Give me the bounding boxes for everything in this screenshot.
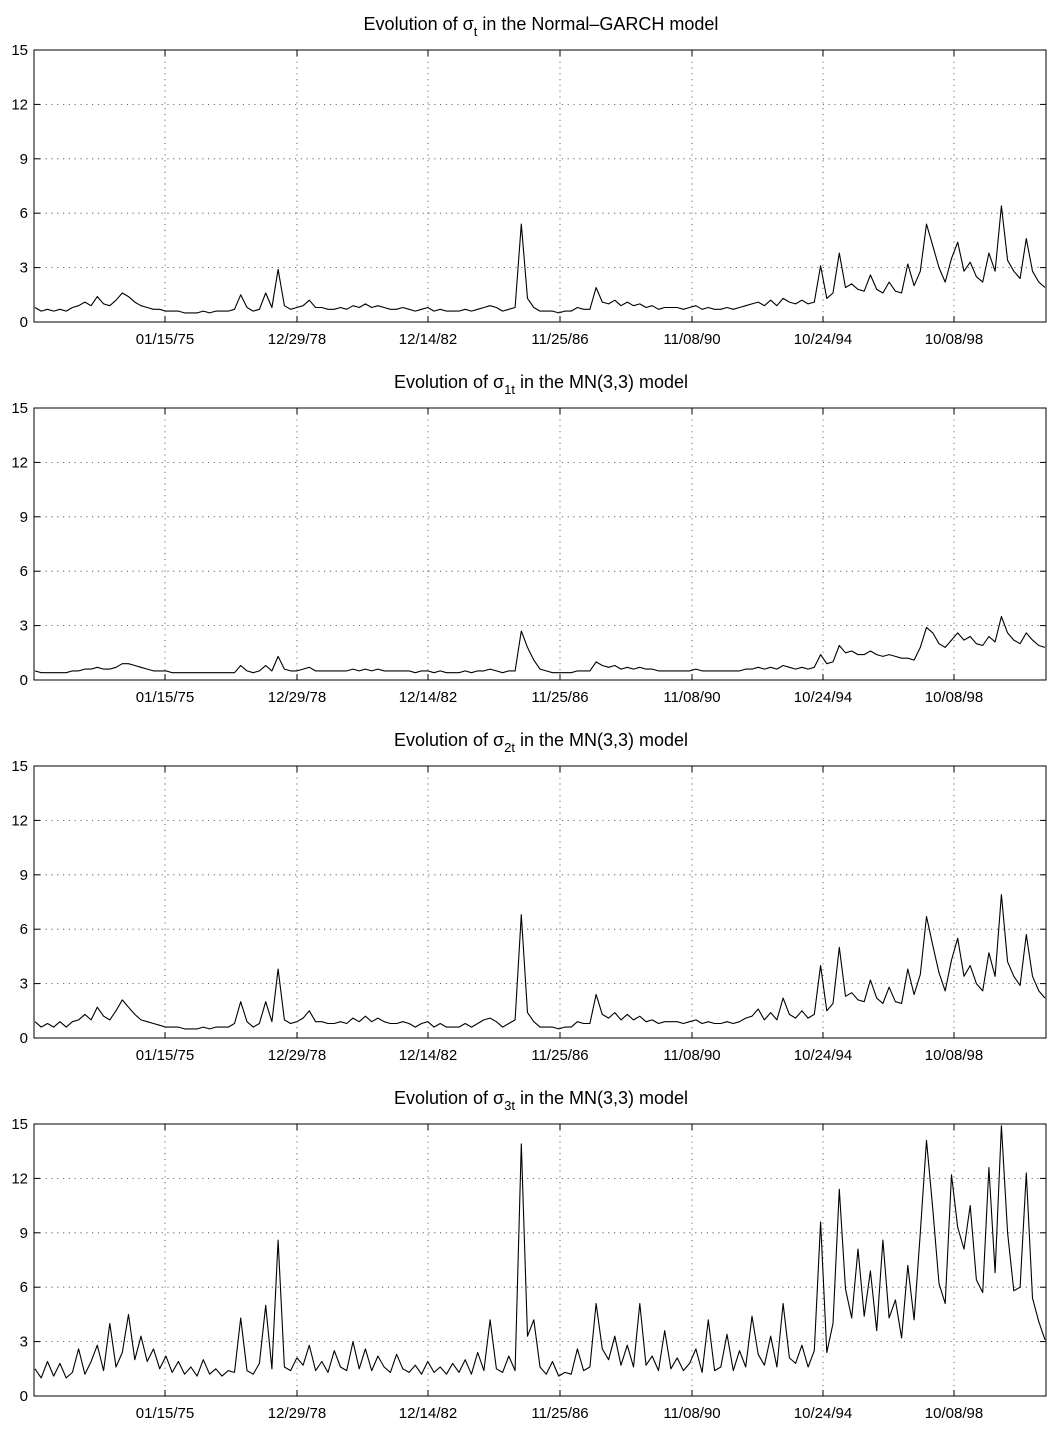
- panel-1: Evolution of σt in the Normal–GARCH mode…: [11, 14, 1047, 348]
- x-tick-label: 01/15/75: [136, 331, 194, 348]
- y-tick-label: 3: [20, 260, 28, 277]
- x-tick-label: 11/25/86: [531, 1047, 588, 1064]
- panel-title: Evolution of σt in the Normal–GARCH mode…: [364, 14, 719, 39]
- y-tick-label: 12: [11, 96, 28, 113]
- y-tick-label: 9: [20, 509, 28, 526]
- x-tick-label: 11/08/90: [663, 689, 720, 706]
- x-tick-label: 01/15/75: [136, 689, 194, 706]
- panel-3: Evolution of σ2t in the MN(3,3) model 0 3 6…: [11, 730, 1047, 1064]
- y-tick-label: 0: [20, 1030, 28, 1047]
- x-tick-label: 11/25/86: [531, 331, 588, 348]
- panel-title: Evolution of σ1t in the MN(3,3) model: [394, 372, 688, 397]
- y-tick-label: 15: [11, 42, 28, 59]
- y-tick-label: 3: [20, 1334, 28, 1351]
- y-tick-label: 6: [20, 1279, 28, 1296]
- y-tick-label: 6: [20, 921, 28, 938]
- x-tick-label: 10/08/98: [925, 689, 983, 706]
- y-tick-label: 0: [20, 672, 28, 689]
- y-tick-label: 3: [20, 976, 28, 993]
- x-tick-label: 01/15/75: [136, 1405, 194, 1422]
- y-tick-label: 6: [20, 563, 28, 580]
- x-tick-label: 10/24/94: [794, 1405, 852, 1422]
- series-line: [34, 205, 1046, 314]
- plot-area: [33, 407, 1047, 681]
- x-tick-label: 11/25/86: [531, 689, 588, 706]
- y-tick-label: 9: [20, 867, 28, 884]
- panel-4: Evolution of σ3t in the MN(3,3) model 0 3 6…: [11, 1088, 1047, 1422]
- x-tick-label: 12/29/78: [268, 1047, 326, 1064]
- x-tick-label: 12/14/82: [399, 1405, 457, 1422]
- panel-title: Evolution of σ2t in the MN(3,3) model: [394, 730, 688, 755]
- y-tick-label: 15: [11, 1116, 28, 1133]
- x-tick-label: 10/08/98: [925, 331, 983, 348]
- y-tick-label: 3: [20, 618, 28, 635]
- x-tick-label: 12/29/78: [268, 331, 326, 348]
- x-tick-label: 10/08/98: [925, 1405, 983, 1422]
- x-tick-label: 10/24/94: [794, 331, 852, 348]
- series-line: [34, 894, 1046, 1030]
- x-tick-label: 10/24/94: [794, 1047, 852, 1064]
- y-tick-label: 9: [20, 151, 28, 168]
- x-tick-label: 11/08/90: [663, 331, 720, 348]
- x-tick-label: 11/25/86: [531, 1405, 588, 1422]
- x-tick-label: 11/08/90: [663, 1047, 720, 1064]
- x-tick-label: 12/29/78: [268, 1405, 326, 1422]
- y-tick-label: 15: [11, 758, 28, 775]
- y-tick-label: 9: [20, 1225, 28, 1242]
- y-tick-label: 12: [11, 1170, 28, 1187]
- y-tick-label: 15: [11, 400, 28, 417]
- x-tick-label: 12/14/82: [399, 1047, 457, 1064]
- plot-area: [33, 1123, 1047, 1397]
- series-line: [34, 615, 1046, 674]
- y-tick-label: 0: [20, 314, 28, 331]
- x-tick-label: 12/14/82: [399, 331, 457, 348]
- y-tick-label: 12: [11, 812, 28, 829]
- x-tick-label: 10/24/94: [794, 689, 852, 706]
- y-tick-label: 0: [20, 1388, 28, 1405]
- plot-area: [33, 765, 1047, 1039]
- y-tick-label: 6: [20, 205, 28, 222]
- x-tick-label: 11/08/90: [663, 1405, 720, 1422]
- x-tick-label: 12/29/78: [268, 689, 326, 706]
- panel-title: Evolution of σ3t in the MN(3,3) model: [394, 1088, 688, 1113]
- y-tick-label: 12: [11, 454, 28, 471]
- x-tick-label: 01/15/75: [136, 1047, 194, 1064]
- x-tick-label: 12/14/82: [399, 689, 457, 706]
- series-line: [34, 1125, 1046, 1379]
- x-tick-label: 10/08/98: [925, 1047, 983, 1064]
- plot-area: [33, 49, 1047, 323]
- panel-2: Evolution of σ1t in the MN(3,3) model 0 3 6…: [11, 372, 1047, 706]
